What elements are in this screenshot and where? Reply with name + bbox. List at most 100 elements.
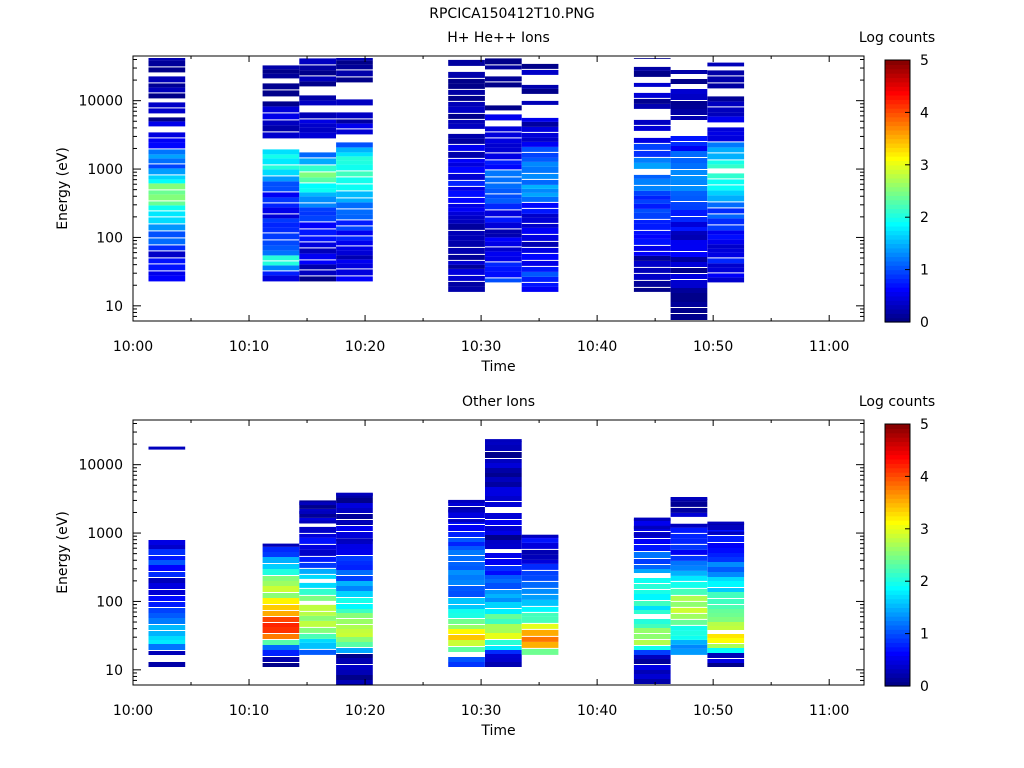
colorbar-swatch: [885, 81, 910, 87]
energy-bin: [670, 217, 708, 222]
colorbar-swatch: [885, 524, 910, 530]
spectrogram-column: [262, 65, 300, 282]
colorbar-swatch: [885, 204, 910, 210]
energy-bin: [448, 556, 485, 561]
energy-bin: [485, 266, 522, 272]
energy-bin: [707, 202, 745, 208]
energy-line: [485, 439, 522, 443]
energy-bin: [262, 90, 300, 97]
colorbar-swatch: [885, 616, 910, 622]
colorbar-swatch: [885, 655, 910, 661]
energy-bin: [485, 459, 522, 463]
colorbar-swatch: [885, 304, 910, 310]
energy-bin: [448, 662, 485, 667]
energy-bin: [633, 70, 671, 77]
energy-bin: [485, 237, 522, 242]
energy-bin: [485, 170, 522, 177]
energy-bin: [707, 557, 745, 562]
energy-bin: [485, 598, 522, 602]
energy-bin: [521, 241, 559, 247]
energy-bin: [670, 544, 708, 550]
energy-bin: [670, 549, 708, 555]
energy-bin: [448, 101, 485, 107]
energy-bin: [336, 670, 373, 675]
energy-bin: [262, 605, 300, 610]
energy-bin: [148, 556, 186, 560]
colorbar-swatch: [885, 239, 910, 244]
energy-bin: [521, 559, 559, 564]
colorbar-swatch: [885, 138, 910, 144]
energy-bin: [633, 260, 671, 267]
energy-bin: [448, 71, 485, 78]
energy-bin: [336, 648, 373, 653]
colorbar-swatch: [885, 287, 910, 293]
colorbar-tick-label: 5: [920, 53, 929, 69]
energy-bin: [336, 209, 373, 215]
energy-bin: [670, 280, 708, 284]
energy-bin: [485, 210, 522, 217]
energy-bin: [148, 154, 186, 159]
energy-bin: [485, 114, 522, 121]
colorbar-swatch: [885, 646, 910, 652]
spectrogram-column: [707, 521, 745, 667]
energy-bin: [299, 620, 336, 627]
energy-bin: [485, 241, 522, 247]
energy-bin: [707, 83, 745, 89]
colorbar-swatch: [885, 156, 910, 162]
energy-bin: [521, 84, 559, 89]
energy-bin: [485, 640, 522, 645]
colorbar-swatch: [885, 668, 910, 674]
energy-bin: [336, 246, 373, 251]
colorbar-frame: [884, 59, 911, 323]
energy-bin: [707, 96, 745, 102]
energy-bin: [633, 674, 671, 679]
energy-bin: [707, 135, 745, 142]
energy-bin: [485, 251, 522, 257]
colorbar-swatch: [885, 450, 910, 456]
energy-bin: [448, 542, 485, 546]
spectrogram-column: [336, 58, 373, 282]
energy-bin: [148, 549, 186, 555]
energy-bin: [485, 559, 522, 565]
energy-bin: [148, 224, 186, 231]
x-tick-label: 10:00: [113, 339, 153, 355]
colorbar-tick-label: 0: [920, 679, 929, 695]
energy-bin: [670, 639, 708, 645]
energy-bin: [148, 168, 186, 175]
energy-bin: [448, 647, 485, 652]
energy-bin: [670, 619, 708, 625]
energy-bin: [448, 180, 485, 186]
energy-bin: [485, 633, 522, 639]
energy-bin: [262, 214, 300, 219]
energy-bin: [485, 132, 522, 138]
energy-bin: [521, 132, 559, 138]
colorbar-swatch: [885, 116, 910, 122]
energy-bin: [521, 282, 559, 287]
energy-bin: [485, 566, 522, 571]
colorbar-tick-label: 3: [920, 522, 929, 538]
x-tick-label: 10:00: [113, 703, 153, 719]
energy-bin: [707, 572, 745, 577]
energy-bin: [633, 280, 671, 287]
energy-bin: [521, 612, 559, 617]
energy-bin: [670, 227, 708, 231]
energy-bin: [633, 601, 671, 606]
energy-bin: [299, 236, 336, 242]
spectrogram-column: [336, 492, 373, 685]
colorbar-frame: [884, 423, 911, 687]
energy-bin: [148, 179, 186, 184]
energy-bin: [262, 663, 300, 667]
energy-bin: [336, 561, 373, 565]
energy-bin: [485, 65, 522, 70]
energy-bin: [336, 539, 373, 544]
energy-bin: [485, 198, 522, 204]
energy-bin: [148, 149, 186, 155]
energy-bin: [299, 264, 336, 270]
energy-bin: [633, 552, 671, 558]
energy-bin: [670, 308, 708, 313]
y-axis-label: Energy (eV): [55, 147, 71, 230]
energy-bin: [336, 629, 373, 633]
energy-bin: [485, 262, 522, 267]
energy-bin: [707, 153, 745, 160]
energy-bin: [299, 70, 336, 76]
